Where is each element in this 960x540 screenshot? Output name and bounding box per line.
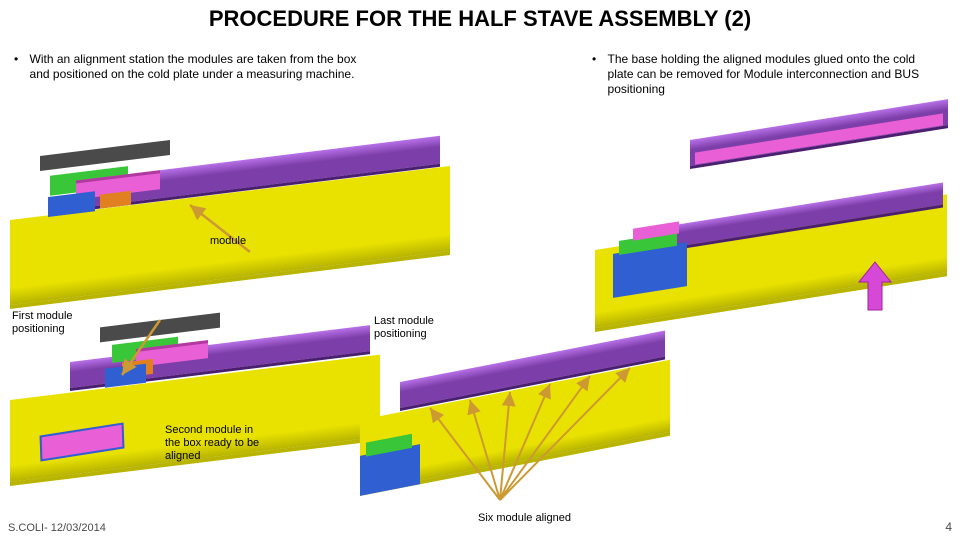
footer-page-number: 4: [945, 520, 952, 534]
bullet-right: • The base holding the aligned modules g…: [592, 52, 952, 97]
carrier-bridge: [40, 140, 170, 171]
fig2-pointer-arrow: [110, 315, 170, 385]
bullet-left-text: With an alignment station the modules ar…: [30, 52, 380, 82]
bullet-dot: •: [14, 52, 18, 67]
figure-base-removed: [595, 130, 955, 330]
bullet-right-text: The base holding the aligned modules glu…: [608, 52, 938, 97]
label-second-module: Second module in the box ready to be ali…: [165, 424, 259, 464]
label-first-module: First module positioning: [12, 310, 73, 336]
label-module: module: [210, 235, 246, 248]
label-six-aligned: Six module aligned: [478, 512, 571, 525]
fig4-up-arrow-icon: [855, 260, 895, 314]
carrier-blue: [48, 191, 95, 216]
footer-author-date: S.COLI- 12/03/2014: [8, 522, 106, 534]
figure-alignment-station: [10, 110, 450, 285]
page-title: PROCEDURE FOR THE HALF STAVE ASSEMBLY (2…: [0, 6, 960, 32]
bullet-dot: •: [592, 52, 596, 67]
label-last-module: Last module positioning: [374, 315, 434, 341]
bullet-left: • With an alignment station the modules …: [14, 52, 394, 82]
carrier-orange: [100, 191, 131, 209]
